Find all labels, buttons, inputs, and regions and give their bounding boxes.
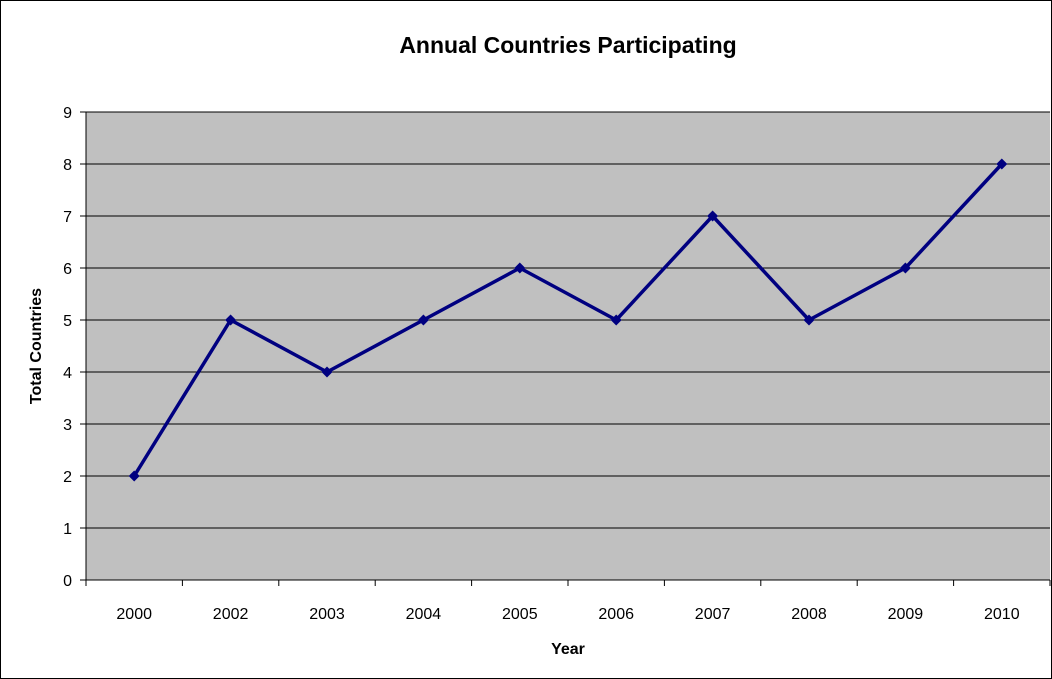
y-tick-label-3: 3	[63, 417, 72, 434]
y-axis-ticks: 0 1 2 3 4 5 6 7 8 9	[63, 105, 86, 590]
chart-title: Annual Countries Participating	[399, 32, 736, 58]
data-point-2003	[321, 366, 333, 378]
data-point-2009	[899, 262, 911, 274]
y-tick-label-9: 9	[63, 105, 72, 122]
data-point-2005	[514, 262, 526, 274]
y-tick-label-8: 8	[63, 157, 72, 174]
data-point-2000	[128, 470, 140, 482]
y-tick-label-6: 6	[63, 261, 72, 278]
series-markers	[128, 158, 1008, 482]
x-axis-title: Year	[551, 641, 585, 658]
y-axis-title: Total Countries	[28, 288, 45, 404]
plot-area	[86, 112, 1050, 580]
y-tick-label-4: 4	[63, 365, 72, 382]
x-tick-label-2010: 2010	[984, 606, 1020, 623]
y-tick-label-5: 5	[63, 313, 72, 330]
data-point-2006	[610, 314, 622, 326]
data-point-2008	[803, 314, 815, 326]
y-tick-label-1: 1	[63, 521, 72, 538]
x-axis-ticks: 2000 2002 2003 2004 2005 2006 2007 2008 2009 2010	[85, 580, 1051, 623]
data-point-2002	[225, 314, 237, 326]
data-point-2004	[417, 314, 429, 326]
x-tick-label-2002: 2002	[213, 606, 249, 623]
x-tick-label-2004: 2004	[406, 606, 442, 623]
y-tick-label-0: 0	[63, 573, 72, 590]
data-point-2010	[996, 158, 1008, 170]
y-tick-label-2: 2	[63, 469, 72, 486]
y-tick-label-7: 7	[63, 209, 72, 226]
x-tick-label-2008: 2008	[791, 606, 827, 623]
data-point-2007	[707, 210, 719, 222]
x-tick-label-2000: 2000	[116, 606, 152, 623]
x-tick-label-2006: 2006	[598, 606, 634, 623]
x-tick-label-2005: 2005	[502, 606, 538, 623]
x-tick-label-2003: 2003	[309, 606, 345, 623]
gridlines	[86, 111, 1050, 529]
x-tick-label-2007: 2007	[695, 606, 731, 623]
series-line	[132, 162, 1004, 477]
x-tick-label-2009: 2009	[888, 606, 924, 623]
